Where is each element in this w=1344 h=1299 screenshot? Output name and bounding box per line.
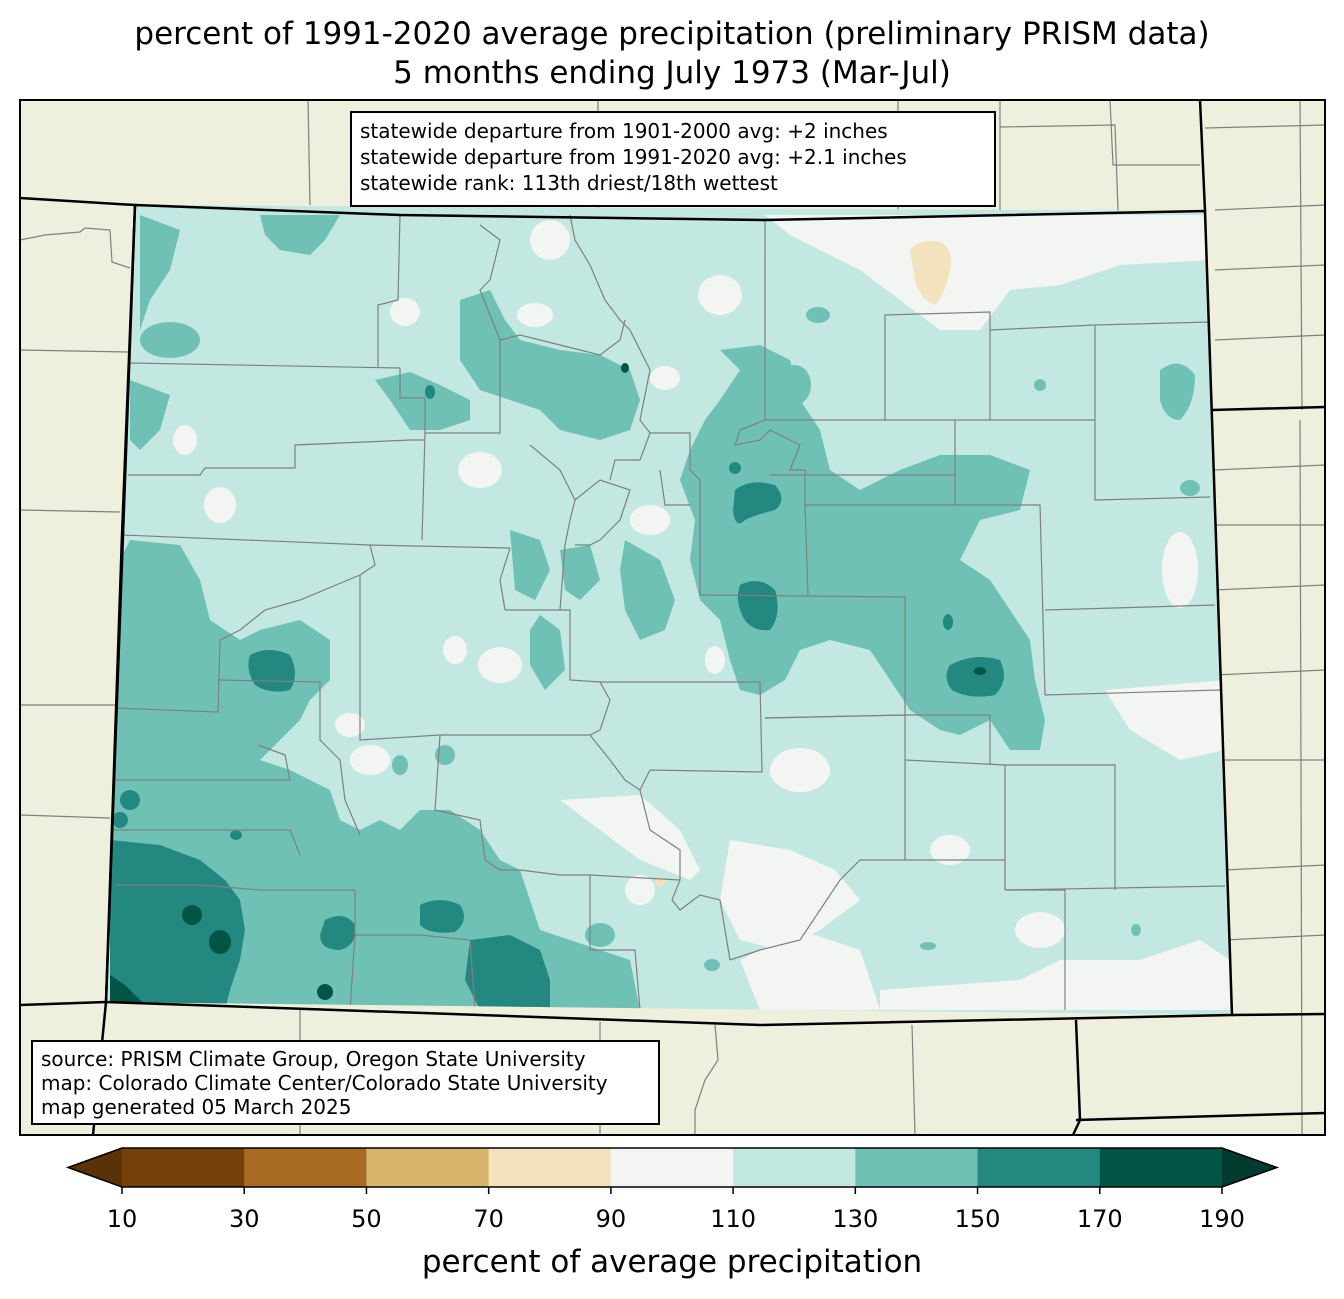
colorbar-tick-label: 170 [1076, 1205, 1123, 1233]
map-title: percent of 1991-2020 average precipitati… [134, 16, 1210, 52]
colorbar-extend-high [1222, 1148, 1277, 1187]
map-subtitle: 5 months ending July 1973 (Mar-Jul) [393, 55, 951, 91]
colorbar-tick-label: 190 [1199, 1205, 1245, 1233]
colorbar-tick-label: 90 [595, 1205, 627, 1233]
colorbar-segment [733, 1148, 856, 1187]
stats-rank: statewide rank: 113th driest/18th wettes… [360, 171, 778, 195]
colorbar-segment [366, 1148, 490, 1187]
colorbar-label: percent of average precipitation [421, 1244, 923, 1280]
colorbar [65, 1147, 1280, 1194]
colorbar-segment [122, 1148, 245, 1187]
source-line: source: PRISM Climate Group, Oregon Stat… [41, 1047, 586, 1071]
colorbar-segment [244, 1148, 367, 1187]
colorbar-extend-low [68, 1148, 122, 1187]
county-lines [110, 214, 1226, 1011]
map-frame [19, 99, 1326, 1136]
map-credit-line: map: Colorado Climate Center/Colorado St… [41, 1071, 608, 1095]
stats-departure-1991: statewide departure from 1991-2020 avg: … [360, 145, 907, 169]
colorbar-tick-label: 150 [954, 1205, 1001, 1233]
colorado-precip-field [106, 205, 1232, 1015]
colorbar-tick-label: 70 [473, 1205, 504, 1233]
colorbar-segment [855, 1148, 979, 1187]
colorbar-segment [610, 1148, 734, 1187]
colorbar-tick-label: 50 [351, 1205, 382, 1233]
colorbar-tick-label: 30 [228, 1205, 260, 1233]
colorbar-tick-label: 110 [710, 1205, 757, 1233]
source-box: source: PRISM Climate Group, Oregon Stat… [31, 1040, 660, 1125]
colorbar-segment [1099, 1148, 1223, 1187]
colorbar-segment [488, 1148, 612, 1187]
colorbar-tick-label: 130 [832, 1205, 879, 1233]
statewide-stats-box: statewide departure from 1901-2000 avg: … [350, 111, 996, 207]
stats-departure-1901: statewide departure from 1901-2000 avg: … [360, 119, 888, 143]
generated-date-line: map generated 05 March 2025 [41, 1095, 352, 1119]
colorbar-tick-label: 10 [106, 1205, 138, 1233]
colorbar-segment [977, 1148, 1101, 1187]
